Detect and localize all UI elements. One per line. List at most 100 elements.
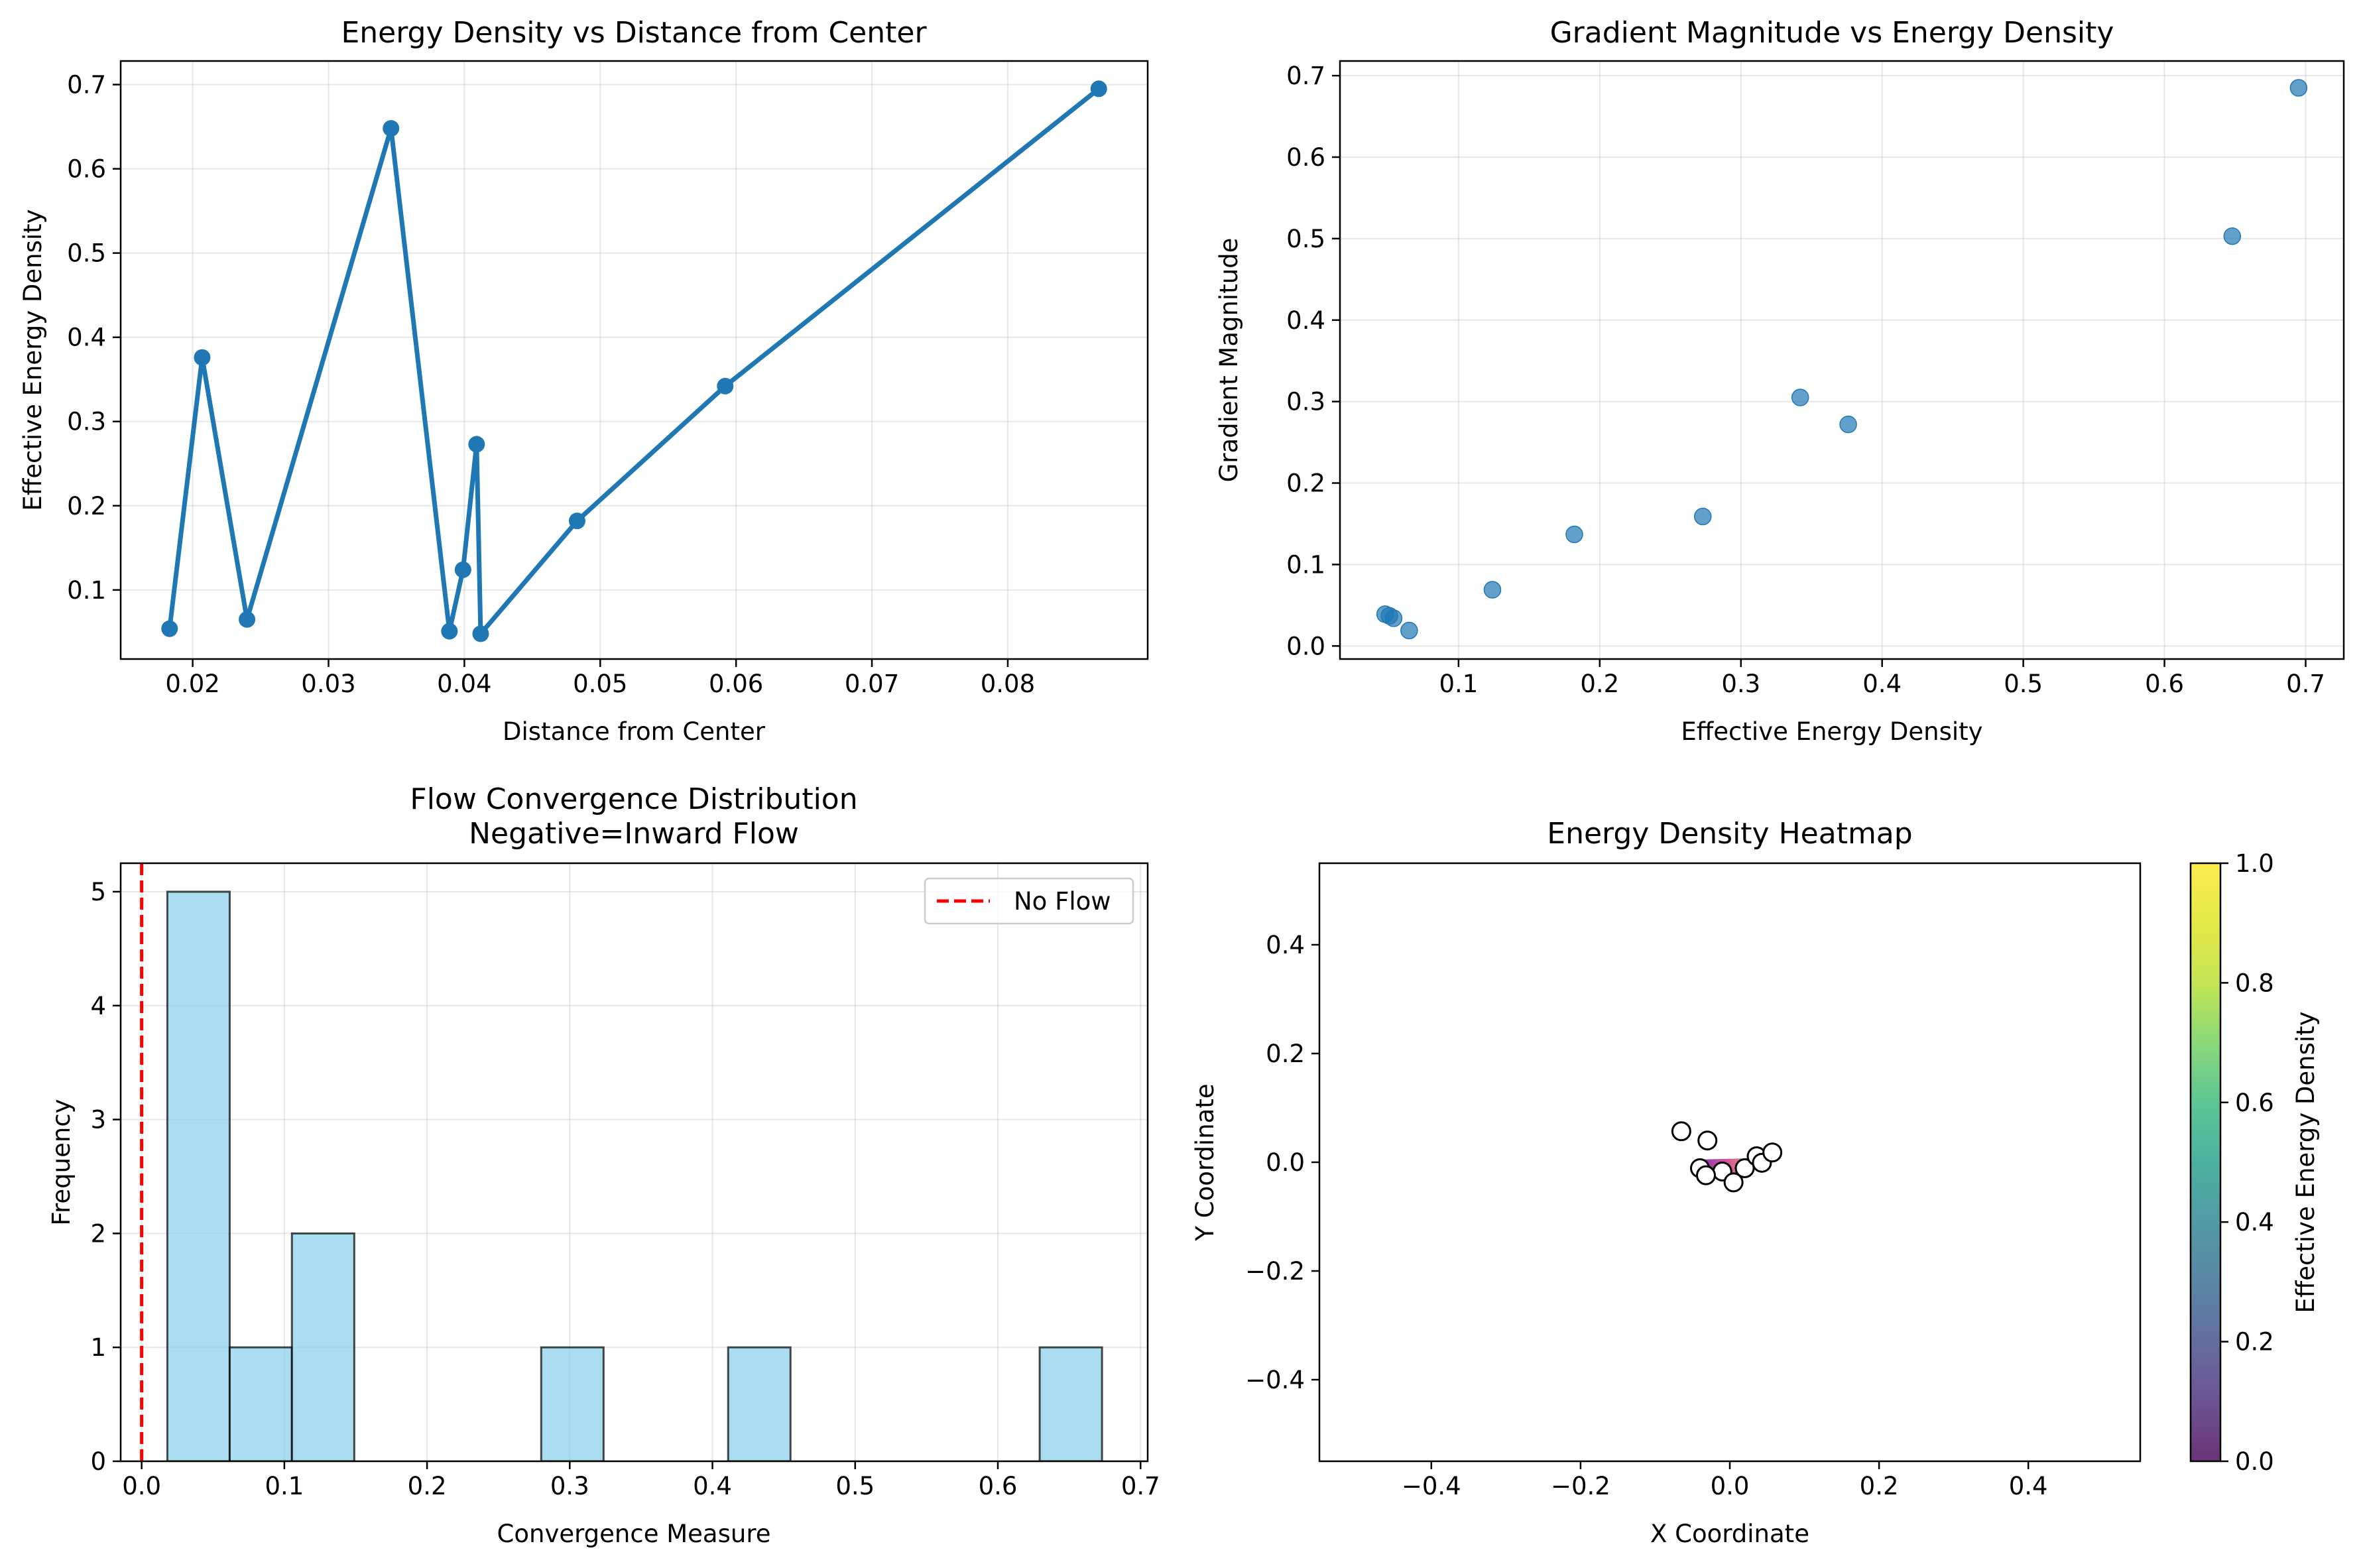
x-tick-label: 0.05	[573, 670, 627, 698]
axes-frame	[119, 862, 1149, 1463]
x-tick-label: −0.2	[1551, 1472, 1610, 1500]
grid-lines	[1340, 61, 2344, 659]
legend-box	[924, 877, 1134, 925]
y-tick-label: 0.0	[1286, 632, 1325, 660]
x-tick-label: 0.1	[265, 1472, 304, 1500]
x-axis-label: X Coordinate	[1650, 1520, 1809, 1548]
y-tick-label: 0.0	[1266, 1148, 1305, 1177]
y-tick-label: 0.5	[1286, 225, 1325, 253]
scatter-point	[1694, 507, 1712, 526]
x-tick-label: 0.4	[1862, 670, 1902, 698]
histogram-bar	[727, 1346, 792, 1461]
y-axis: 0 1 2 3 4 5	[90, 878, 121, 1476]
data-point	[472, 625, 489, 642]
y-tick-label: 0.1	[1286, 550, 1325, 579]
x-tick-label: 0.2	[1580, 670, 1619, 698]
colorbar-tick-label: 0.4	[2235, 1208, 2274, 1236]
y-tick-label: 0.7	[67, 71, 106, 99]
y-tick-label: 0.3	[67, 408, 106, 436]
x-tick-label: 0.7	[1121, 1472, 1160, 1500]
y-tick-label: 0.6	[1286, 143, 1325, 172]
x-tick-label: 0.0	[1711, 1472, 1750, 1500]
colorbar-tick-label: 1.0	[2235, 849, 2274, 878]
x-tick-label: 0.07	[845, 670, 899, 698]
histogram-bar	[1038, 1346, 1103, 1461]
histogram-bar	[290, 1232, 355, 1461]
y-tick-label: 0.7	[1286, 62, 1325, 90]
panel-flow-convergence: Flow Convergence Distribution Negative=In…	[47, 782, 1160, 1548]
panel-gradient-vs-energy: Gradient Magnitude vs Energy Density 0.1…	[1215, 16, 2345, 746]
scatter-point	[2289, 79, 2308, 97]
sample-point	[1762, 1142, 1783, 1163]
data-point	[383, 120, 400, 137]
y-tick-label: 0.5	[67, 239, 106, 268]
x-tick-label: −0.4	[1402, 1472, 1461, 1500]
x-tick-label: 0.6	[2145, 670, 2184, 698]
y-tick-label: 0.1	[67, 576, 106, 605]
plot-area	[161, 80, 1107, 642]
x-tick-label: 0.5	[2004, 670, 2043, 698]
x-tick-label: 0.2	[408, 1472, 447, 1500]
y-tick-label: 1	[90, 1333, 106, 1362]
data-point	[1090, 80, 1107, 97]
scatter-point	[2223, 227, 2242, 245]
series-line	[167, 87, 1101, 636]
histogram-bar	[228, 1346, 293, 1461]
y-tick-label: 0	[90, 1447, 106, 1476]
axes-frame	[1339, 60, 2345, 660]
y-axis-label: Gradient Magnitude	[1215, 238, 1243, 483]
y-axis: −0.4 −0.2 0.0 0.2 0.4	[1245, 931, 1319, 1394]
x-tick-label: 0.04	[437, 670, 491, 698]
x-tick-label: 0.4	[2009, 1472, 2048, 1500]
colorbar-gradient	[2191, 863, 2220, 1461]
data-point	[194, 349, 211, 366]
y-tick-label: 0.6	[67, 155, 106, 184]
panel-title: Flow Convergence Distribution Negative=In…	[410, 782, 857, 851]
y-tick-label: 3	[90, 1106, 106, 1134]
plot-area	[1671, 1121, 1783, 1193]
y-tick-label: 0.2	[1286, 469, 1325, 498]
data-point	[441, 623, 458, 640]
x-axis: 0.0 0.1 0.2 0.3 0.4 0.5 0.6 0.7	[122, 1461, 1160, 1500]
legend-label-no-flow: No Flow	[1014, 887, 1111, 916]
data-point	[454, 561, 471, 578]
sample-point	[1671, 1121, 1691, 1142]
scatter-point	[1384, 609, 1403, 627]
x-tick-label: 0.08	[981, 670, 1035, 698]
panel-title-line: Negative=Inward Flow	[469, 817, 799, 851]
data-point	[468, 436, 485, 453]
scatter-point	[1483, 581, 1502, 599]
y-tick-label: 0.4	[67, 324, 106, 352]
y-tick-label: 2	[90, 1219, 106, 1248]
colorbar-tick-label: 0.6	[2235, 1089, 2274, 1117]
x-axis-label: Distance from Center	[503, 717, 766, 746]
sample-point	[1723, 1172, 1744, 1193]
x-tick-label: 0.2	[1860, 1472, 1899, 1500]
x-tick-label: 0.6	[979, 1472, 1018, 1500]
y-tick-label: 0.4	[1286, 306, 1325, 335]
y-tick-label: −0.2	[1245, 1257, 1305, 1286]
sample-point	[1695, 1165, 1716, 1185]
x-tick-label: 0.06	[709, 670, 763, 698]
colorbar-label: Effective Energy Density	[2291, 1011, 2320, 1313]
x-tick-label: 0.0	[122, 1472, 161, 1500]
scatter-point	[1400, 621, 1418, 640]
data-point	[568, 513, 585, 530]
data-point	[161, 620, 178, 637]
x-axis-label: Effective Energy Density	[1681, 717, 1982, 746]
y-axis-label: Y Coordinate	[1191, 1083, 1219, 1241]
x-tick-label: 0.03	[301, 670, 355, 698]
x-tick-label: 0.4	[693, 1472, 732, 1500]
x-axis-label: Convergence Measure	[497, 1520, 771, 1548]
x-axis: 0.1 0.2 0.3 0.4 0.5 0.6 0.7	[1439, 659, 2325, 698]
x-tick-label: 0.3	[1721, 670, 1760, 698]
colorbar-tick-label: 0.8	[2235, 969, 2274, 997]
data-point	[239, 611, 256, 628]
y-tick-label: 0.3	[1286, 388, 1325, 416]
x-tick-label: 0.3	[550, 1472, 589, 1500]
panel-title: Energy Density vs Distance from Center	[341, 16, 927, 50]
panel-energy-vs-distance: Energy Density vs Distance from Center 0…	[19, 16, 1149, 746]
colorbar-tick-label: 0.2	[2235, 1328, 2274, 1357]
y-tick-label: 0.4	[1266, 931, 1305, 959]
